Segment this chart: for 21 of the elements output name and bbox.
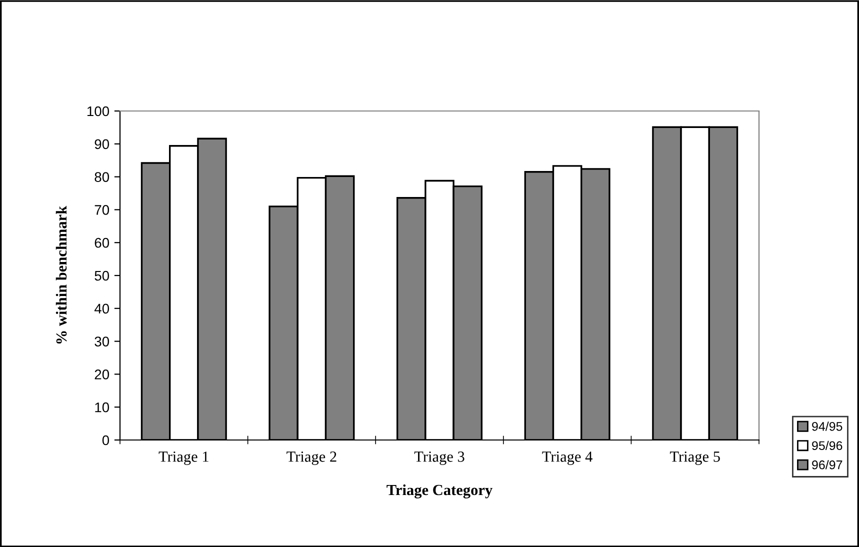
y-tick-label: 90 — [94, 139, 110, 150]
y-axis-title: % within benchmark — [56, 206, 67, 344]
y-tick-label: 60 — [94, 238, 110, 248]
y-tick-label: 40 — [94, 304, 110, 314]
y-tick-label: 10 — [95, 402, 110, 412]
x-tick-label: Triage 3 — [414, 452, 464, 465]
y-tick-label: 50 — [94, 270, 110, 281]
y-tick-label: 0 — [102, 435, 110, 446]
y-tick-label: 20 — [94, 370, 110, 380]
y-tick-label: 30 — [94, 336, 110, 346]
x-tick-label: Triage 4 — [542, 452, 592, 465]
x-tick-label: Triage 5 — [670, 452, 720, 465]
legend-label: 94/95 — [812, 422, 842, 431]
x-tick-label: Triage 1 — [158, 452, 208, 465]
x-tick-label: Triage 2 — [286, 452, 336, 465]
y-tick-label: 80 — [94, 172, 110, 182]
y-tick-label: 70 — [94, 205, 110, 215]
x-axis-title: Triage Category — [386, 484, 492, 498]
y-tick-label: 100 — [87, 106, 110, 116]
legend-label: 96/97 — [812, 460, 842, 470]
legend-label: 95/96 — [812, 440, 842, 450]
